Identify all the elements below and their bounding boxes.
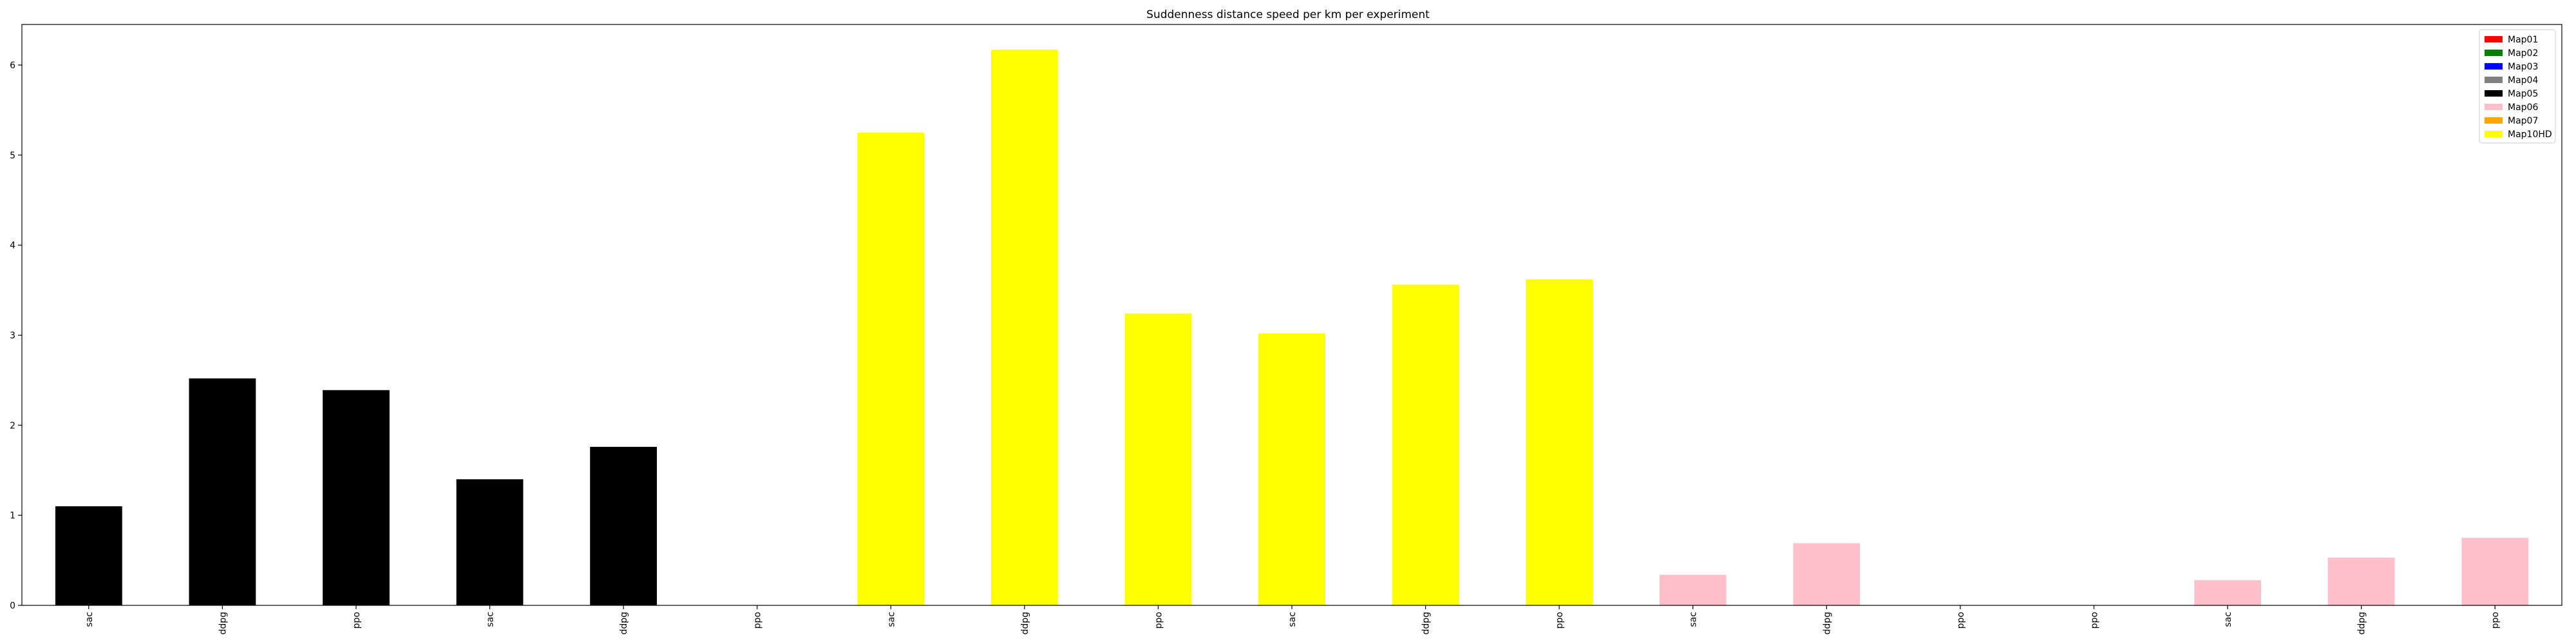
x-tick-label-10: ddpg <box>1421 612 1432 635</box>
x-tick-label-14: ppo <box>1956 612 1966 629</box>
legend-swatch-map06 <box>2485 104 2503 110</box>
y-axis: 0 1 2 3 4 5 6 <box>10 61 22 611</box>
x-tick-label-3: sac <box>486 612 496 627</box>
bars-group <box>55 50 2529 605</box>
bar-17 <box>2327 557 2395 605</box>
x-tick-label-17: ddpg <box>2357 612 2367 635</box>
legend-label-map07: Map07 <box>2508 116 2538 126</box>
x-tick-label-2: ppo <box>352 612 362 629</box>
bar-16 <box>2194 580 2261 605</box>
x-tick-label-8: ppo <box>1153 612 1164 629</box>
x-tick-label-16: sac <box>2223 612 2233 627</box>
legend-label-map05: Map05 <box>2508 89 2538 99</box>
legend-swatch-map05 <box>2485 90 2503 97</box>
x-tick-label-11: ppo <box>1555 612 1565 629</box>
x-tick-label-6: sac <box>886 612 896 627</box>
x-tick-label-18: ppo <box>2490 612 2501 629</box>
bar-12 <box>1659 574 1727 605</box>
y-tick-label-5: 5 <box>10 151 15 161</box>
bar-18 <box>2461 538 2529 605</box>
legend-swatch-map07 <box>2485 117 2503 124</box>
x-tick-label-1: ddpg <box>218 612 228 635</box>
bar-4 <box>590 446 657 605</box>
y-tick-label-1: 1 <box>10 511 15 521</box>
bar-0 <box>55 506 122 605</box>
x-tick-label-0: sac <box>84 612 95 627</box>
plot-frame <box>21 24 2562 606</box>
x-tick-label-15: ppo <box>2089 612 2099 629</box>
x-tick-label-5: ppo <box>753 612 763 629</box>
y-tick-label-6: 6 <box>10 61 15 71</box>
bar-2 <box>323 390 390 605</box>
bar-13 <box>1793 543 1861 605</box>
bar-3 <box>456 479 524 605</box>
x-tick-label-13: ddpg <box>1822 612 1832 635</box>
bar-11 <box>1526 279 1593 605</box>
y-tick-label-2: 2 <box>10 421 15 431</box>
legend: Map01 Map02 Map03 Map04 Map05 Map06 Map07 Map10… <box>2479 29 2556 144</box>
x-tick-label-4: ddpg <box>619 612 629 635</box>
y-tick-label-3: 3 <box>10 330 15 341</box>
legend-label-map10hd: Map10HD <box>2508 129 2552 140</box>
legend-swatch-map03 <box>2485 63 2503 70</box>
legend-swatch-map02 <box>2485 50 2503 56</box>
x-axis: sac ddpg ppo sac ddpg ppo sac ddpg ppo sac ddpg ppo… <box>84 605 2501 635</box>
x-tick-label-7: ddpg <box>1020 612 1030 635</box>
bar-10 <box>1392 285 1459 605</box>
legend-swatch-map04 <box>2485 77 2503 83</box>
legend-label-map02: Map02 <box>2508 48 2538 59</box>
y-tick-label-0: 0 <box>10 601 15 611</box>
legend-label-map03: Map03 <box>2508 62 2538 72</box>
bar-9 <box>1258 333 1325 605</box>
y-tick-label-4: 4 <box>10 241 15 251</box>
bar-6 <box>857 132 925 605</box>
legend-swatch-map01 <box>2485 36 2503 43</box>
legend-box <box>2479 29 2556 144</box>
legend-label-map01: Map01 <box>2508 35 2538 45</box>
legend-label-map06: Map06 <box>2508 102 2538 113</box>
x-tick-label-12: sac <box>1689 612 1699 627</box>
legend-label-map04: Map04 <box>2508 75 2538 86</box>
bar-8 <box>1124 313 1192 605</box>
bar-1 <box>189 378 256 605</box>
chart-title: Suddenness distance speed per km per exp… <box>1146 8 1430 21</box>
legend-swatch-map10hd <box>2485 131 2503 137</box>
x-tick-label-9: sac <box>1287 612 1298 627</box>
bar-7 <box>990 50 1058 605</box>
